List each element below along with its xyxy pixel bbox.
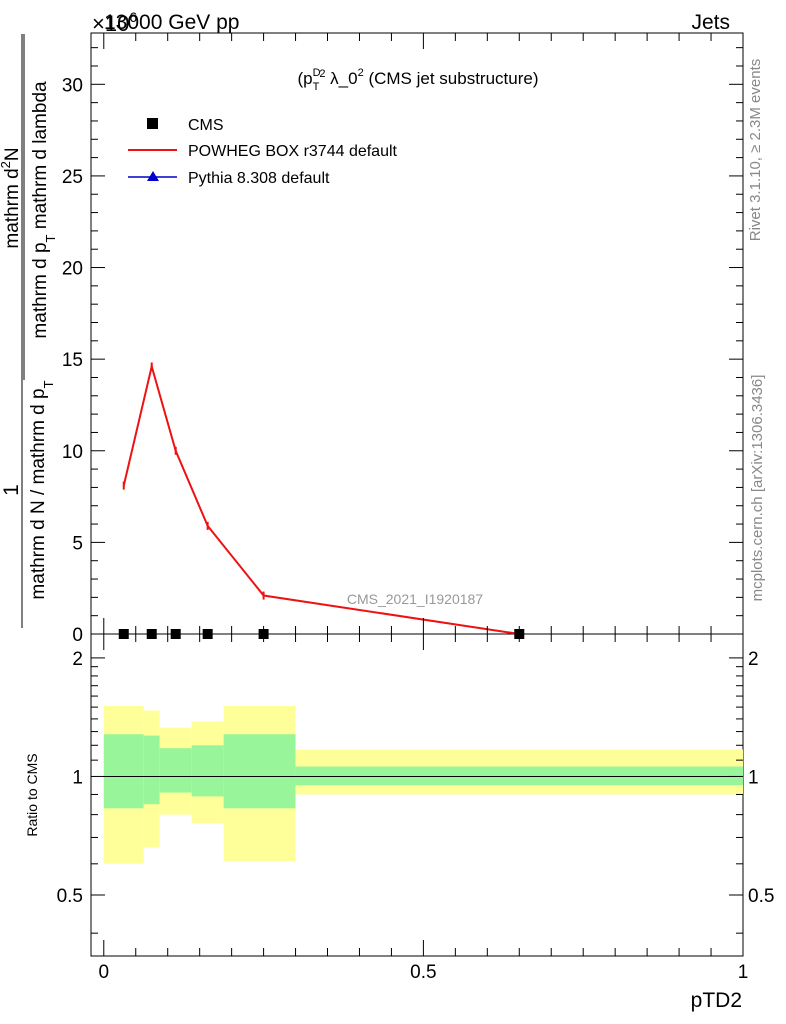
cms-point bbox=[202, 629, 213, 639]
ratio-inner-band bbox=[295, 766, 743, 786]
ratio-y-tick-label: 2 bbox=[72, 649, 83, 670]
legend-pythia-label: Pythia 8.308 default bbox=[188, 170, 330, 187]
x-ticks: 0 0.5 1 bbox=[98, 33, 748, 983]
y-axis-label: 1 mathrm d N / mathrm d pT mathrm d2N ma… bbox=[0, 34, 58, 628]
main-y-tick-label: 20 bbox=[62, 259, 83, 280]
cms-point bbox=[118, 629, 129, 639]
cms-point bbox=[146, 629, 157, 639]
ratio-inner-band bbox=[223, 734, 296, 809]
y-label-denominator: mathrm d N / mathrm d pT bbox=[28, 380, 56, 599]
legend-cms-label: CMS bbox=[188, 117, 224, 134]
x-tick-label: 0.5 bbox=[410, 962, 436, 983]
ratio-y-tick-label-right: 0.5 bbox=[748, 886, 774, 907]
x-axis-label: pTD2 bbox=[691, 989, 742, 1012]
process-label: Jets bbox=[691, 11, 730, 34]
ratio-y-ticks: 0.5 0.5 1 1 2 2 bbox=[57, 649, 774, 934]
beam-label: 13000 GeV pp bbox=[104, 11, 239, 34]
ratio-y-tick-label: 1 bbox=[72, 767, 83, 788]
ratio-y-tick-label-right: 2 bbox=[748, 649, 759, 670]
ratio-inner-band bbox=[191, 745, 224, 797]
main-y-ticks: 0 5 10 15 20 25 30 bbox=[62, 47, 743, 646]
ratio-inner-band bbox=[159, 748, 192, 793]
legend: CMS POWHEG BOX r3744 default Pythia 8.30… bbox=[128, 117, 398, 187]
main-y-tick-label: 25 bbox=[62, 167, 83, 188]
ratio-y-tick-label: 0.5 bbox=[57, 886, 83, 907]
watermark-label: CMS_2021_I1920187 bbox=[347, 591, 483, 607]
y-label-dist-bottom: mathrm d pT mathrm d lambda bbox=[30, 81, 58, 339]
rivet-side-label: Rivet 3.1.10, ≥ 2.3M events bbox=[747, 59, 764, 242]
ratio-inner-band bbox=[143, 735, 160, 805]
legend-powheg-label: POWHEG BOX r3744 default bbox=[188, 143, 398, 160]
main-y-tick-label: 5 bbox=[72, 533, 83, 554]
ratio-y-tick-label-right: 1 bbox=[748, 767, 759, 788]
plot-title: (pD T2 λ_02 (CMS jet substructure) bbox=[298, 67, 539, 93]
x-tick-label: 0 bbox=[98, 962, 109, 983]
exponent-label: ×106 bbox=[92, 9, 137, 36]
mcplots-side-label: mcplots.cern.ch [arXiv:1306.3436] bbox=[749, 375, 766, 602]
cms-point bbox=[170, 629, 181, 639]
legend-cms-marker bbox=[147, 118, 158, 129]
ratio-bands bbox=[103, 705, 743, 864]
ratio-panel-frame bbox=[90, 633, 744, 957]
x-tick-label: 1 bbox=[738, 962, 749, 983]
legend-pythia-marker bbox=[147, 171, 159, 181]
powheg-line bbox=[122, 362, 520, 635]
main-y-tick-label: 15 bbox=[62, 350, 83, 371]
y-label-dist-top: mathrm d2N bbox=[0, 147, 23, 248]
y-label-one: 1 bbox=[0, 484, 23, 496]
main-y-tick-label: 30 bbox=[62, 75, 83, 96]
ratio-inner-band bbox=[103, 734, 144, 809]
main-y-tick-label: 10 bbox=[62, 442, 83, 463]
ratio-y-label: Ratio to CMS bbox=[24, 753, 40, 836]
main-y-tick-label: 0 bbox=[72, 625, 83, 646]
